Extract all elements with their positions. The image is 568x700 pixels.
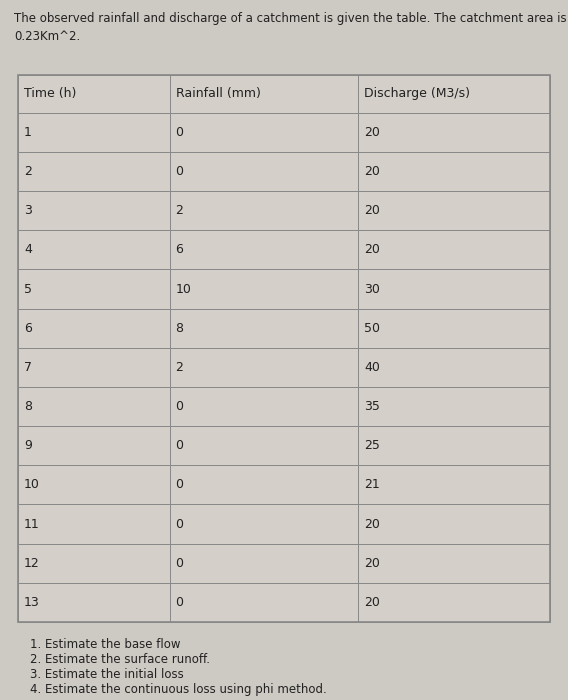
Bar xyxy=(18,75,550,622)
Text: 20: 20 xyxy=(365,165,381,178)
Text: 0.23Km^2.: 0.23Km^2. xyxy=(14,30,80,43)
Text: 2: 2 xyxy=(176,204,183,217)
Bar xyxy=(170,426,358,466)
Text: 30: 30 xyxy=(365,283,381,295)
Text: 1: 1 xyxy=(24,126,32,139)
Text: 1. Estimate the base flow: 1. Estimate the base flow xyxy=(30,638,181,651)
Bar xyxy=(170,113,358,152)
Text: 9: 9 xyxy=(24,439,32,452)
Bar xyxy=(18,583,170,622)
Bar xyxy=(358,113,550,152)
Bar xyxy=(170,152,358,191)
Bar xyxy=(18,505,170,544)
Text: Rainfall (mm): Rainfall (mm) xyxy=(176,88,261,100)
Text: 10: 10 xyxy=(24,478,40,491)
Text: 10: 10 xyxy=(176,283,191,295)
Bar xyxy=(358,505,550,544)
Text: 20: 20 xyxy=(365,556,381,570)
Text: 3: 3 xyxy=(24,204,32,217)
Bar xyxy=(18,113,170,152)
Bar xyxy=(18,348,170,387)
Bar xyxy=(170,270,358,309)
Text: 0: 0 xyxy=(176,596,183,609)
Text: 25: 25 xyxy=(365,439,381,452)
Text: 3. Estimate the initial loss: 3. Estimate the initial loss xyxy=(30,668,184,681)
Bar xyxy=(18,426,170,466)
Text: 12: 12 xyxy=(24,556,40,570)
Bar xyxy=(358,544,550,583)
Bar xyxy=(358,191,550,230)
Bar xyxy=(18,387,170,426)
Text: 0: 0 xyxy=(176,517,183,531)
Bar xyxy=(18,466,170,505)
Bar xyxy=(358,270,550,309)
Bar xyxy=(358,152,550,191)
Text: 2: 2 xyxy=(176,361,183,374)
Bar xyxy=(358,309,550,348)
Text: 13: 13 xyxy=(24,596,40,609)
Text: 0: 0 xyxy=(176,439,183,452)
Bar xyxy=(170,348,358,387)
Text: 35: 35 xyxy=(365,400,381,413)
Bar xyxy=(170,387,358,426)
Bar xyxy=(358,583,550,622)
Text: 2: 2 xyxy=(24,165,32,178)
Text: 11: 11 xyxy=(24,517,40,531)
Text: 0: 0 xyxy=(176,165,183,178)
Bar xyxy=(358,426,550,466)
Bar xyxy=(358,230,550,270)
Bar xyxy=(170,505,358,544)
Text: Discharge (M3/s): Discharge (M3/s) xyxy=(365,88,470,100)
Text: 0: 0 xyxy=(176,400,183,413)
Text: The observed rainfall and discharge of a catchment is given the table. The catch: The observed rainfall and discharge of a… xyxy=(14,12,567,25)
Text: 2. Estimate the surface runoff.: 2. Estimate the surface runoff. xyxy=(30,653,210,666)
Text: 6: 6 xyxy=(24,322,32,335)
Text: 0: 0 xyxy=(176,126,183,139)
Text: 50: 50 xyxy=(365,322,381,335)
Text: 0: 0 xyxy=(176,556,183,570)
Bar xyxy=(358,466,550,505)
Text: 4. Estimate the continuous loss using phi method.: 4. Estimate the continuous loss using ph… xyxy=(30,683,327,696)
Text: 8: 8 xyxy=(176,322,183,335)
Bar xyxy=(170,309,358,348)
Text: 8: 8 xyxy=(24,400,32,413)
Text: 7: 7 xyxy=(24,361,32,374)
Text: 6: 6 xyxy=(176,244,183,256)
Text: 20: 20 xyxy=(365,204,381,217)
Bar xyxy=(18,270,170,309)
Text: 40: 40 xyxy=(365,361,381,374)
Bar xyxy=(358,387,550,426)
Bar xyxy=(18,75,170,113)
Text: Time (h): Time (h) xyxy=(24,88,76,100)
Bar xyxy=(170,466,358,505)
Bar xyxy=(170,230,358,270)
Bar xyxy=(358,348,550,387)
Bar xyxy=(18,544,170,583)
Bar xyxy=(18,152,170,191)
Bar xyxy=(18,191,170,230)
Text: 5: 5 xyxy=(24,283,32,295)
Bar xyxy=(358,75,550,113)
Bar xyxy=(18,230,170,270)
Bar xyxy=(170,544,358,583)
Text: 20: 20 xyxy=(365,244,381,256)
Text: 20: 20 xyxy=(365,517,381,531)
Bar xyxy=(170,583,358,622)
Text: 20: 20 xyxy=(365,596,381,609)
Bar xyxy=(170,75,358,113)
Text: 4: 4 xyxy=(24,244,32,256)
Text: 0: 0 xyxy=(176,478,183,491)
Bar xyxy=(18,309,170,348)
Text: 21: 21 xyxy=(365,478,380,491)
Text: 20: 20 xyxy=(365,126,381,139)
Bar xyxy=(170,191,358,230)
